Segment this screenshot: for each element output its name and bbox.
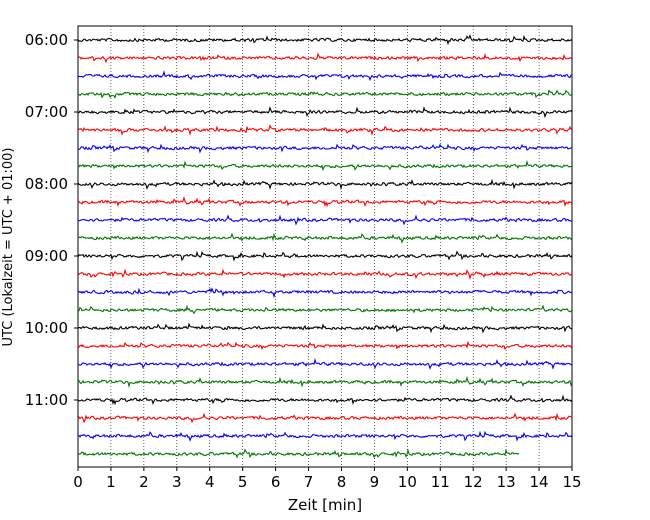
trace-row — [77, 89, 573, 99]
y-axis-label: UTC (Lokalzeit = UTC + 01:00) — [1, 148, 16, 347]
x-tick-label: 1 — [106, 473, 116, 491]
y-tick-label: 06:00 — [25, 31, 68, 49]
trace-row — [77, 232, 573, 244]
trace-row — [77, 448, 520, 459]
x-tick-label: 12 — [464, 473, 483, 491]
trace-row — [77, 70, 573, 82]
x-tick-label: 6 — [271, 473, 281, 491]
trace-row — [77, 430, 573, 442]
y-tick-label: 10:00 — [25, 319, 68, 337]
trace-row — [77, 375, 573, 388]
x-tick-label: 0 — [73, 473, 83, 491]
trace-row — [77, 214, 573, 226]
x-axis-label: Zeit [min] — [288, 496, 362, 514]
trace-row — [77, 394, 573, 406]
trace-row — [77, 52, 573, 64]
trace-row — [77, 340, 573, 351]
trace-row — [77, 304, 573, 315]
y-axis-ticks: 06:00 07:00 08:00 09:00 10:00 11:00 — [25, 31, 78, 409]
x-tick-label: 11 — [431, 473, 450, 491]
y-tick-label: 09:00 — [25, 247, 68, 265]
trace-row — [77, 159, 573, 172]
x-axis-ticks: 0 1 2 3 4 5 6 7 8 9 10 11 12 13 14 15 — [73, 467, 582, 491]
trace-row — [77, 357, 573, 370]
x-tick-label: 4 — [205, 473, 215, 491]
seismic-traces — [77, 34, 573, 459]
trace-row — [77, 412, 573, 424]
y-tick-label: 11:00 — [25, 391, 68, 409]
x-tick-label: 2 — [139, 473, 149, 491]
trace-row — [77, 268, 573, 281]
trace-row — [77, 34, 573, 46]
trace-row — [77, 105, 573, 119]
x-tick-label: 10 — [398, 473, 417, 491]
trace-row — [77, 287, 573, 299]
x-tick-label: 9 — [370, 473, 380, 491]
trace-row — [77, 250, 573, 262]
trace-row — [77, 143, 573, 154]
x-tick-label: 5 — [238, 473, 248, 491]
x-tick-label: 8 — [337, 473, 347, 491]
x-tick-label: 13 — [497, 473, 516, 491]
trace-row — [77, 322, 573, 334]
trace-row — [77, 178, 573, 190]
trace-row — [77, 124, 573, 136]
x-tick-label: 7 — [304, 473, 314, 491]
x-tick-label: 14 — [530, 473, 549, 491]
plot-frame — [77, 25, 573, 468]
x-tick-label: 15 — [562, 473, 581, 491]
x-tick-label: 3 — [172, 473, 182, 491]
y-tick-label: 07:00 — [25, 103, 68, 121]
y-tick-label: 08:00 — [25, 175, 68, 193]
trace-row — [77, 195, 573, 208]
